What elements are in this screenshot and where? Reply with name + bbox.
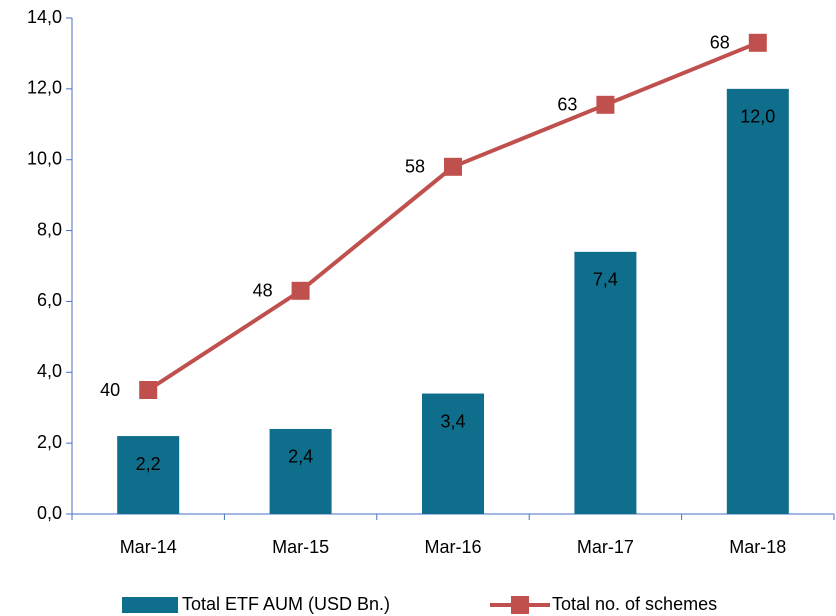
y-tick-label: 10,0 (27, 148, 62, 168)
bar-value-label: 12,0 (740, 107, 775, 127)
bar-value-label: 7,4 (593, 270, 618, 290)
y-tick-label: 12,0 (27, 78, 62, 98)
x-tick-label: Mar-17 (577, 537, 634, 557)
line-marker (291, 281, 310, 300)
bar (117, 436, 180, 514)
bar (422, 393, 484, 514)
bar-value-label: 2,2 (136, 454, 161, 474)
legend-label: Total no. of schemes (552, 594, 717, 614)
x-tick-label: Mar-18 (729, 537, 786, 557)
bar-value-label: 3,4 (440, 411, 465, 431)
line-value-label: 63 (557, 95, 577, 115)
y-tick-label: 4,0 (37, 361, 62, 381)
line-marker (748, 33, 767, 52)
line-value-label: 40 (100, 380, 120, 400)
bar-value-label: 2,4 (288, 447, 313, 467)
line-value-label: 48 (253, 281, 273, 301)
bar (726, 88, 789, 514)
x-tick-label: Mar-16 (424, 537, 481, 557)
line-marker (139, 381, 158, 399)
bar (574, 251, 637, 515)
bar (269, 428, 332, 514)
y-tick-label: 8,0 (37, 219, 62, 239)
y-tick-label: 0,0 (37, 503, 62, 523)
y-tick-label: 2,0 (37, 432, 62, 452)
line-marker (444, 157, 462, 176)
x-tick-label: Mar-14 (120, 537, 177, 557)
legend-swatch (122, 597, 178, 613)
line-value-label: 58 (405, 157, 425, 177)
legend-label: Total ETF AUM (USD Bn.) (182, 594, 390, 614)
x-tick-label: Mar-15 (272, 537, 329, 557)
legend-swatch-marker (511, 596, 529, 614)
line-value-label: 68 (710, 33, 730, 53)
line (147, 40, 759, 392)
y-tick-label: 14,0 (27, 7, 62, 27)
y-tick-label: 6,0 (37, 290, 62, 310)
line-marker (596, 95, 615, 114)
